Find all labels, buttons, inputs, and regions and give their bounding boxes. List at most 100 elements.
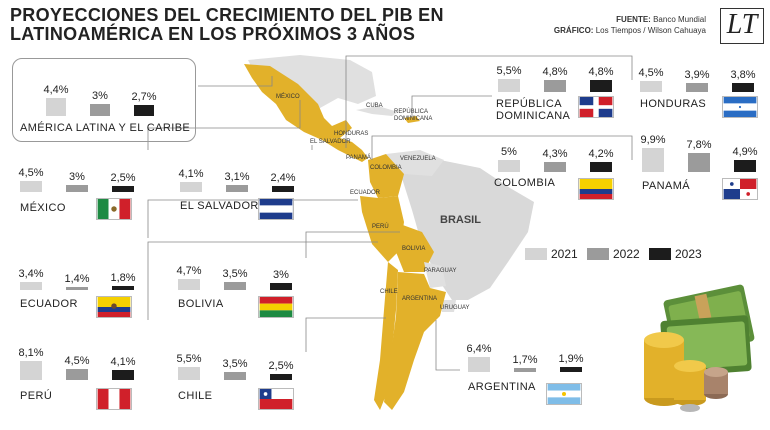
bar-chile-2023 [270,374,292,380]
flag-elsalvador-icon [258,198,294,225]
data-label: 1,4% [64,272,90,285]
map-label-peru: PERÚ [372,224,389,230]
map-colombia [368,154,404,198]
flag-bolivia-icon [258,296,294,323]
flag-peru-icon [96,388,132,415]
bar-m-xico-2021 [20,181,42,192]
legend-label-2023: 2023 [675,247,702,261]
map-rep-dom [404,116,420,123]
bar-per--2021 [20,360,42,380]
map-uruguay [440,300,456,312]
bar-honduras-2022 [686,82,708,92]
flag-colombia-icon [578,178,614,205]
map-label-el-salvador: EL SALVADOR [310,139,351,145]
bar-chile-2022 [224,371,246,380]
map-paraguay [424,262,446,288]
leader-chile [305,317,386,352]
bar-honduras-2023 [732,82,754,92]
data-label: 2,7% [131,91,157,104]
map-north-america [248,55,376,108]
leader-rep-dom [345,55,633,148]
legend-swatch-2021 [525,248,547,260]
data-label: 4,3% [542,147,568,160]
country-name: ECUADOR [20,298,78,310]
data-label: 5,5% [176,352,202,365]
map-mexico [244,64,352,140]
flag-repdom-icon [578,96,614,123]
map-label-argentina: ARGENTINA [402,296,438,302]
country-name: COLOMBIA [494,177,556,189]
data-label: 3,1% [224,170,250,183]
map-label-paraguay: PARAGUAY [424,268,457,274]
data-label: 5,5% [496,64,522,77]
data-label: 1,8% [110,271,136,284]
country-name: REPÚBLICA DOMINICANA [496,98,571,122]
data-label: 3,4% [18,267,44,280]
bar-ecuador-2022 [66,286,88,290]
data-label: 4,7% [176,264,202,277]
data-label: 3% [273,268,289,281]
map-peru [362,196,404,262]
data-label: 2,4% [270,172,296,185]
data-label: 5% [501,146,517,158]
data-label: 4,8% [588,66,614,79]
data-label: 4,1% [110,356,136,369]
bar-panam--2021 [642,148,664,172]
country-name: AMÉRICA LATINA Y EL CARIBE [20,122,191,134]
flag-argentina-icon [546,383,582,410]
flag-chile-icon [258,388,294,415]
data-label: 4,1% [178,168,204,181]
bar-am-rica-latina-y-el-caribe-2022 [90,104,110,116]
country-name: PERÚ [20,390,53,402]
data-label: 4,4% [43,84,69,97]
legend-swatch-2022 [587,248,609,260]
country-name: BOLIVIA [178,298,224,310]
data-label: 8,1% [18,346,44,359]
credits: FUENTE: Banco Mundial GRÁFICO: Los Tiemp… [554,14,706,36]
data-label: 4,9% [732,146,758,159]
map-label-panama: PANAMÁ [346,155,371,161]
bar-argentina-2022 [514,367,536,372]
country-name: EL SALVADOR [180,200,259,212]
map-venezuela [386,150,444,176]
map-label-honduras: HONDURAS [334,131,369,137]
bar-colombia-2021 [498,160,520,172]
bar-per--2023 [112,370,134,380]
map-label-uruguay: URUGUAY [440,305,470,311]
bar-m-xico-2022 [66,184,88,192]
bar-honduras-2021 [640,81,662,92]
country-name: HONDURAS [640,98,707,110]
bar-ecuador-2023 [112,285,134,290]
data-label: 2,5% [110,172,136,184]
map-label-mexico: MÉXICO [276,94,300,100]
data-label: 4,8% [542,66,568,79]
data-label: 6,4% [466,342,492,355]
legend-swatch-2023 [649,248,671,260]
bar-am-rica-latina-y-el-caribe-2021 [46,98,66,116]
data-label: 4,5% [64,355,90,368]
chart-title: PROYECCIONES DEL CRECIMIENTO DEL PIB EN … [10,5,444,44]
leader-argentina [435,320,460,371]
legend-label-2022: 2022 [613,247,640,261]
map-bolivia [396,224,434,272]
bar-rep-blica-dominicana-2023 [590,80,612,92]
data-label: 3,8% [730,68,756,81]
map-cuba [356,106,398,116]
map-argentina [384,272,446,410]
country-name: MÉXICO [20,202,66,214]
data-label: 4,5% [638,67,664,80]
data-label: 3,5% [222,357,248,370]
bar-argentina-2021 [468,356,490,372]
bar-chile-2021 [178,366,200,380]
data-label: 4,5% [18,167,44,180]
country-name: PANAMÁ [642,180,691,192]
flag-panama-icon [722,178,758,205]
bar-el-salvador-2023 [272,186,294,192]
bar-bolivia-2022 [224,281,246,290]
graphic-value: Los Tiempos / Wilson Cahuaya [595,26,706,35]
flag-ecuador-icon [96,296,132,323]
flag-honduras-icon [722,96,758,123]
leader-colombia [371,135,633,160]
